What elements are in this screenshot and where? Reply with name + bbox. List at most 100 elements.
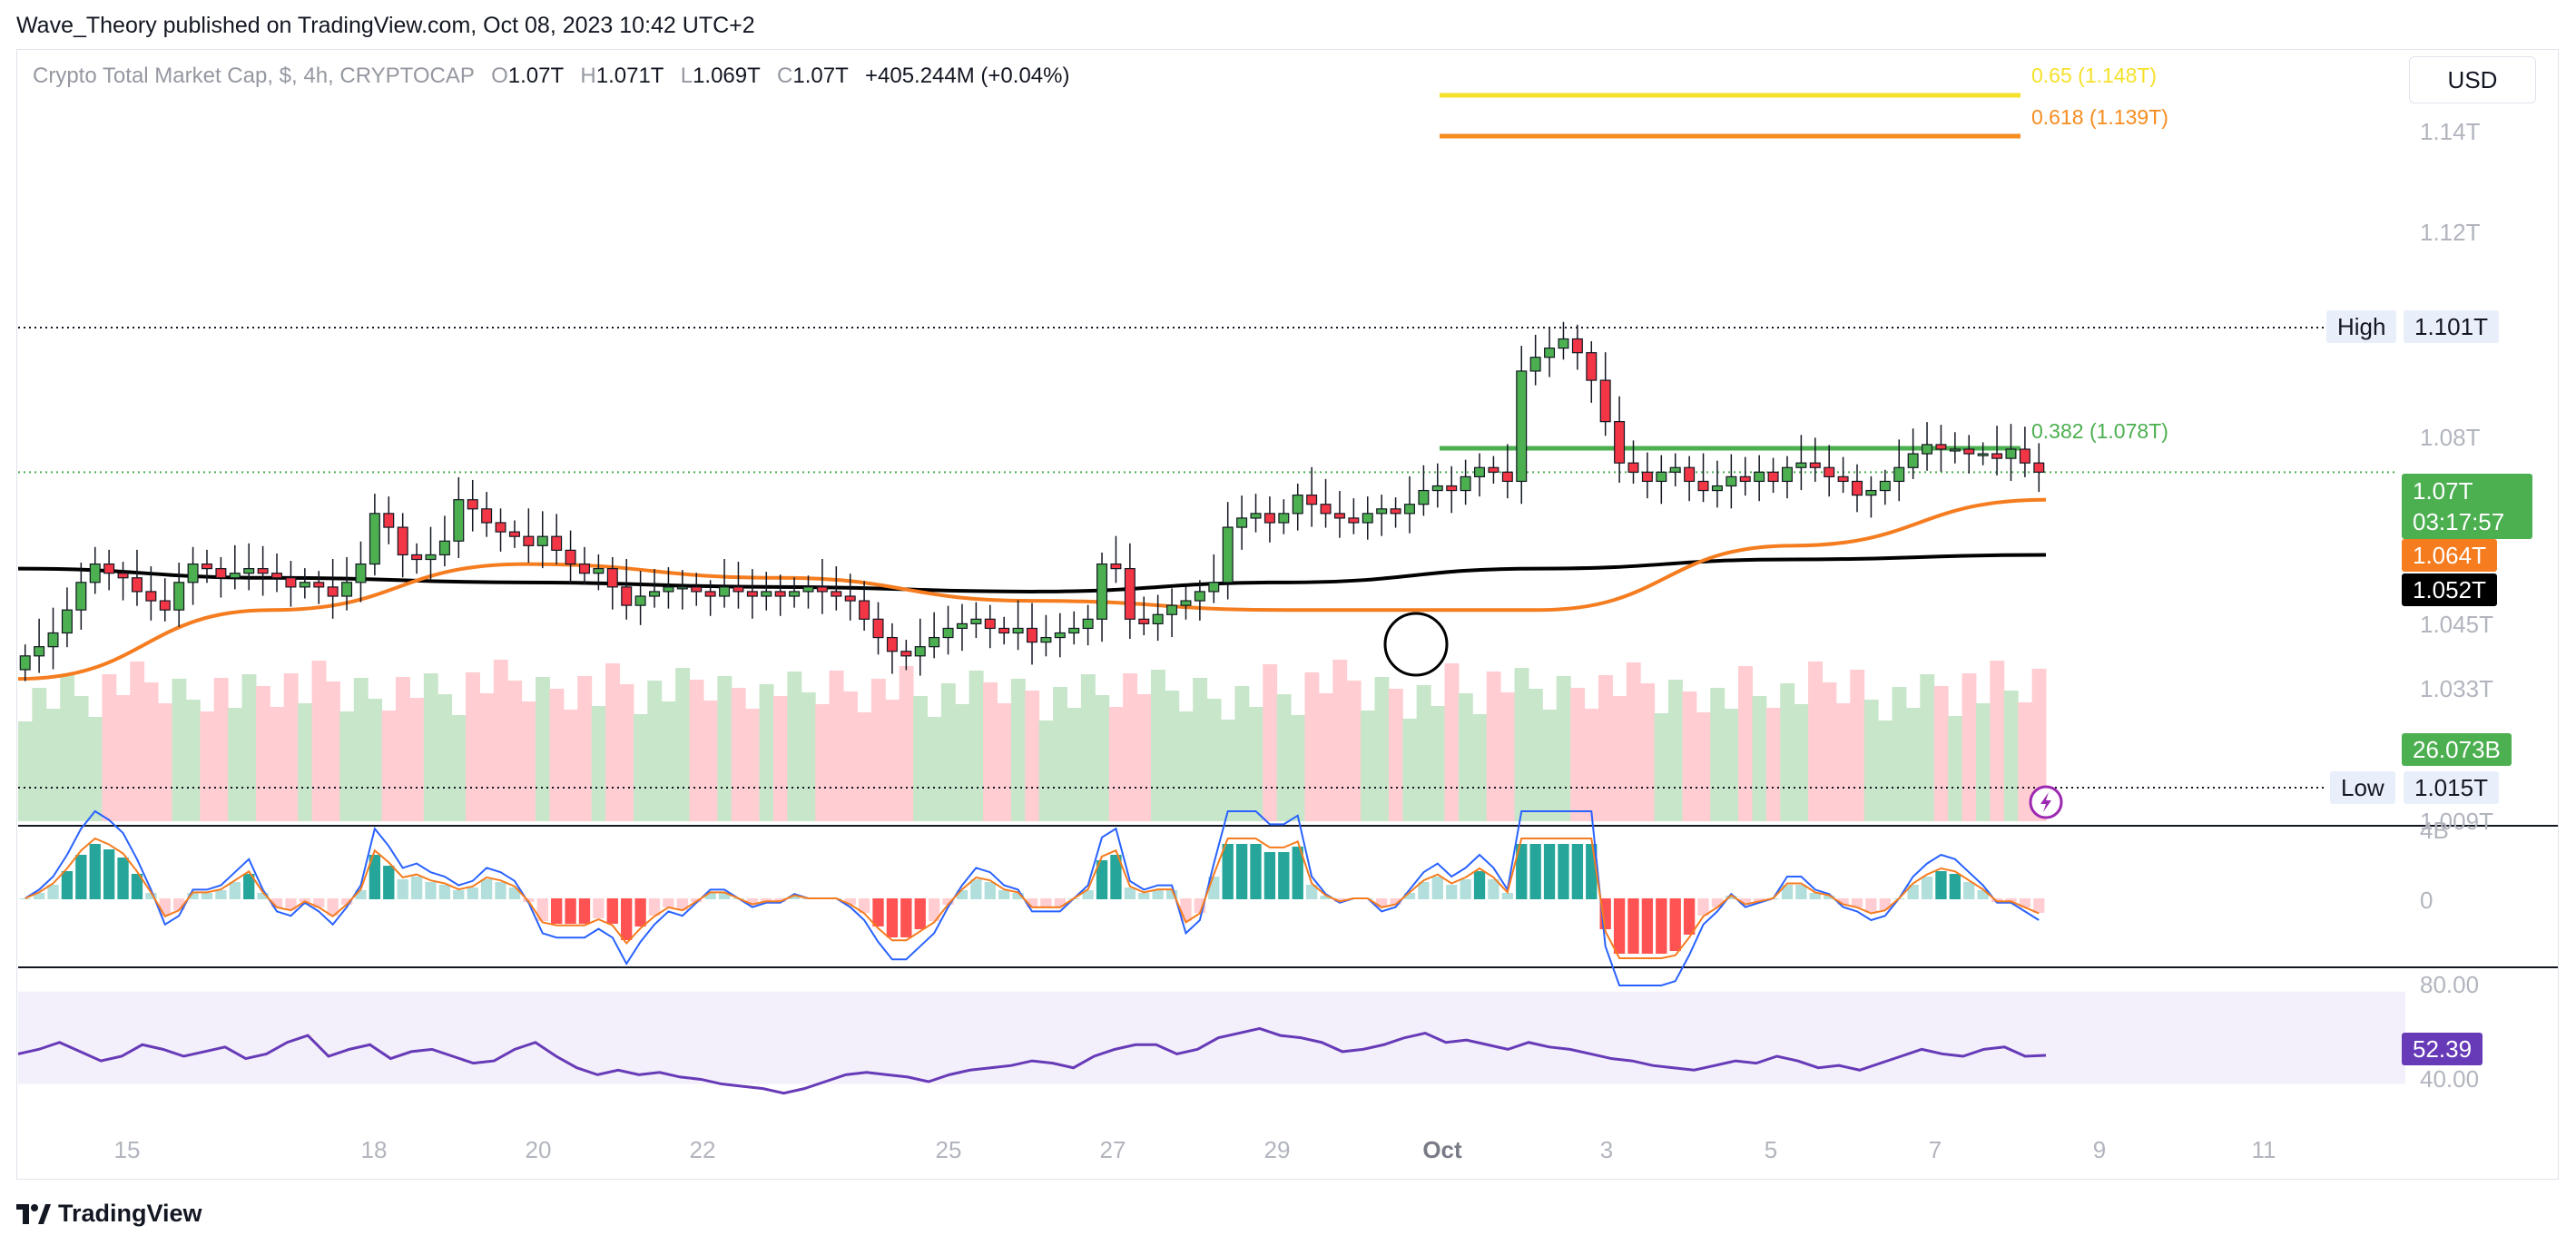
macd-histogram-bar bbox=[1613, 898, 1626, 954]
candle-body bbox=[1516, 370, 1528, 483]
candle-body bbox=[761, 591, 772, 597]
volume-bar bbox=[1612, 696, 1627, 821]
candle-body bbox=[704, 591, 716, 597]
macd-histogram-bar bbox=[47, 885, 59, 899]
volume-bar bbox=[493, 660, 508, 821]
volume-bar bbox=[507, 681, 523, 821]
candle-body bbox=[145, 591, 157, 602]
volume-bar bbox=[298, 703, 313, 821]
time-tick: 22 bbox=[689, 1136, 716, 1163]
candle-body bbox=[173, 582, 185, 611]
volume-bar bbox=[479, 693, 495, 821]
candle-body bbox=[1852, 480, 1863, 496]
volume-bar bbox=[1835, 703, 1851, 821]
candle-body bbox=[495, 522, 506, 533]
tradingview-brand[interactable]: TradingView bbox=[16, 1200, 202, 1228]
ema-slow-badge: 1.052T bbox=[2402, 573, 2497, 606]
volume-bar bbox=[1108, 707, 1124, 821]
legend-o-label: O bbox=[491, 64, 508, 88]
candle-body bbox=[1949, 448, 1961, 452]
candle-body bbox=[929, 636, 940, 648]
macd-histogram-bar bbox=[1529, 844, 1541, 899]
macd-histogram-bar bbox=[621, 898, 633, 940]
macd-histogram-bar bbox=[1501, 893, 1513, 899]
candle-body bbox=[89, 563, 101, 583]
chart-frame[interactable] bbox=[16, 49, 2559, 1180]
candle-body bbox=[816, 586, 828, 593]
candle-body bbox=[257, 568, 269, 574]
volume-bar bbox=[1165, 691, 1180, 821]
volume-bar bbox=[1136, 694, 1152, 821]
legend: Crypto Total Market Cap, $, 4h, CRYPTOCA… bbox=[33, 64, 1069, 89]
candle-body bbox=[1082, 618, 1094, 630]
macd-histogram-bar bbox=[536, 898, 548, 921]
legend-low: 1.069T bbox=[693, 64, 761, 88]
candle-body bbox=[578, 563, 590, 574]
volume-bar bbox=[661, 701, 676, 821]
volume-bar bbox=[311, 661, 327, 821]
macd-histogram-bar bbox=[1110, 855, 1122, 899]
candle-body bbox=[551, 535, 563, 551]
volume-bar bbox=[451, 715, 467, 821]
currency-button[interactable]: USD bbox=[2409, 56, 2536, 103]
volume-bar bbox=[1905, 708, 1921, 821]
volume-bar bbox=[1095, 695, 1110, 821]
candle-body bbox=[732, 586, 744, 593]
macd-histogram-bar bbox=[508, 887, 521, 899]
macd-histogram-bar bbox=[1431, 877, 1443, 899]
brand-text: TradingView bbox=[58, 1200, 202, 1227]
volume-bar bbox=[689, 680, 704, 821]
macd-histogram-bar bbox=[243, 874, 255, 899]
volume-bar bbox=[2031, 669, 2047, 821]
macd-histogram-bar bbox=[1963, 882, 1975, 899]
volume-bar bbox=[829, 671, 844, 821]
volume-bar bbox=[409, 698, 425, 821]
volume-bar bbox=[647, 681, 663, 821]
candle-body bbox=[1124, 568, 1136, 620]
candle-body bbox=[1991, 453, 2003, 459]
macd-histogram-bar bbox=[1571, 844, 1584, 899]
macd-histogram-bar bbox=[383, 866, 395, 899]
volume-bar bbox=[1178, 711, 1194, 821]
candle-body bbox=[1446, 485, 1458, 492]
macd-histogram-bar bbox=[1473, 871, 1486, 899]
macd-histogram-bar bbox=[61, 871, 74, 899]
candle-body bbox=[1739, 475, 1751, 483]
legend-h-label: H bbox=[580, 64, 596, 88]
volume-bar bbox=[32, 688, 47, 821]
candle-body bbox=[1935, 444, 1947, 450]
time-tick: 27 bbox=[1099, 1136, 1126, 1163]
volume-bar bbox=[88, 717, 103, 821]
candle-body bbox=[1180, 600, 1192, 606]
macd-histogram-bar bbox=[663, 898, 674, 907]
time-tick: 29 bbox=[1263, 1136, 1291, 1163]
macd-histogram-bar bbox=[1669, 898, 1681, 951]
macd-histogram-bar bbox=[1558, 844, 1569, 899]
volume-bar bbox=[438, 694, 453, 821]
candle-body bbox=[1096, 563, 1108, 620]
volume-bar bbox=[577, 676, 593, 821]
macd-histogram-bar bbox=[187, 893, 199, 899]
volume-bar bbox=[241, 674, 257, 821]
volume-bar bbox=[255, 686, 270, 821]
legend-l-label: L bbox=[680, 64, 693, 88]
volume-bar bbox=[1556, 676, 1571, 821]
rsi-tick: 80.00 bbox=[2420, 971, 2480, 998]
volume-bar bbox=[619, 684, 634, 821]
alert-icon bbox=[2029, 785, 2063, 819]
candle-body bbox=[1068, 627, 1080, 634]
volume-bar bbox=[1626, 662, 1641, 821]
candle-body bbox=[649, 591, 661, 597]
candle-body bbox=[187, 563, 199, 583]
legend-high: 1.071T bbox=[595, 64, 664, 88]
volume-bar bbox=[1486, 672, 1501, 821]
volume-bars bbox=[18, 660, 2047, 821]
volume-bar bbox=[1863, 700, 1879, 821]
volume-bar bbox=[1808, 662, 1823, 821]
candle-body bbox=[746, 591, 758, 597]
macd-histogram-bar bbox=[691, 898, 703, 902]
volume-bar bbox=[130, 662, 145, 821]
volume-bar bbox=[1025, 691, 1040, 821]
legend-c-label: C bbox=[777, 64, 793, 88]
